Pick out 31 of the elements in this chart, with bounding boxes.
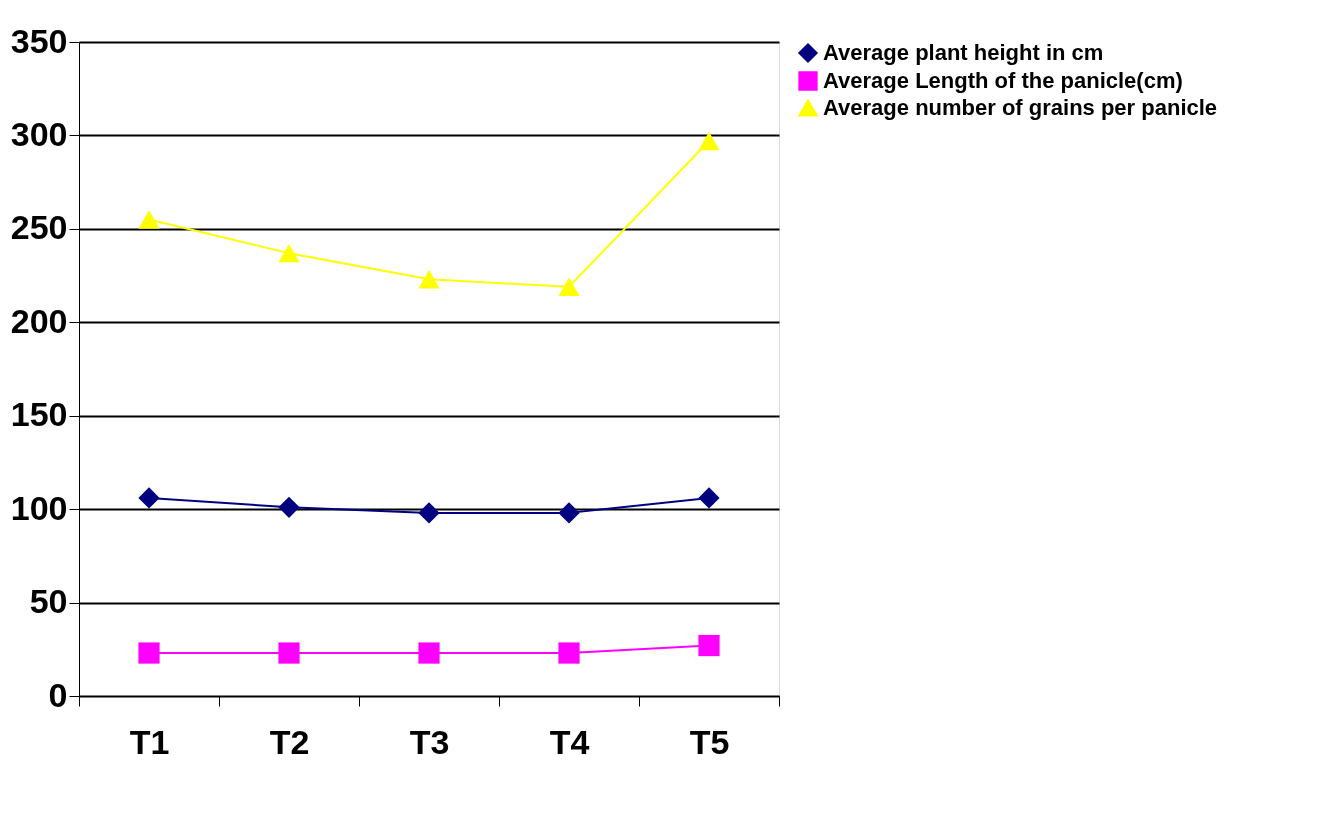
y-tick-label: 200 [10, 301, 68, 340]
x-tick-label: T5 [689, 722, 730, 761]
point [698, 634, 720, 657]
y-tick-label: 350 [10, 21, 68, 60]
y-tick-label: 300 [10, 114, 68, 153]
point [418, 642, 440, 664]
point [138, 487, 160, 509]
y-tick-label: 250 [10, 208, 68, 247]
x-tick-label: T2 [269, 722, 310, 761]
point [558, 642, 580, 664]
point [138, 210, 160, 229]
y-tick-label: 50 [29, 582, 68, 621]
point [418, 502, 440, 524]
point [278, 642, 300, 664]
point [558, 502, 580, 524]
legend-label: Average plant height in cm [823, 40, 1104, 65]
y-tick-label: 150 [10, 395, 68, 434]
point [698, 131, 720, 151]
y-tick-label: 100 [10, 488, 68, 527]
point [558, 277, 580, 296]
legend-label: Average Length of the panicle(cm) [823, 68, 1183, 93]
point [278, 496, 300, 518]
legend-label: Average number of grains per panicle [823, 95, 1218, 120]
x-tick-label: T1 [129, 722, 170, 761]
x-tick-label: T4 [549, 722, 590, 761]
point [418, 270, 440, 289]
point [278, 243, 300, 263]
point [698, 487, 720, 509]
point [138, 642, 160, 664]
x-tick-label: T3 [409, 722, 450, 761]
y-tick-label: 0 [48, 675, 68, 714]
